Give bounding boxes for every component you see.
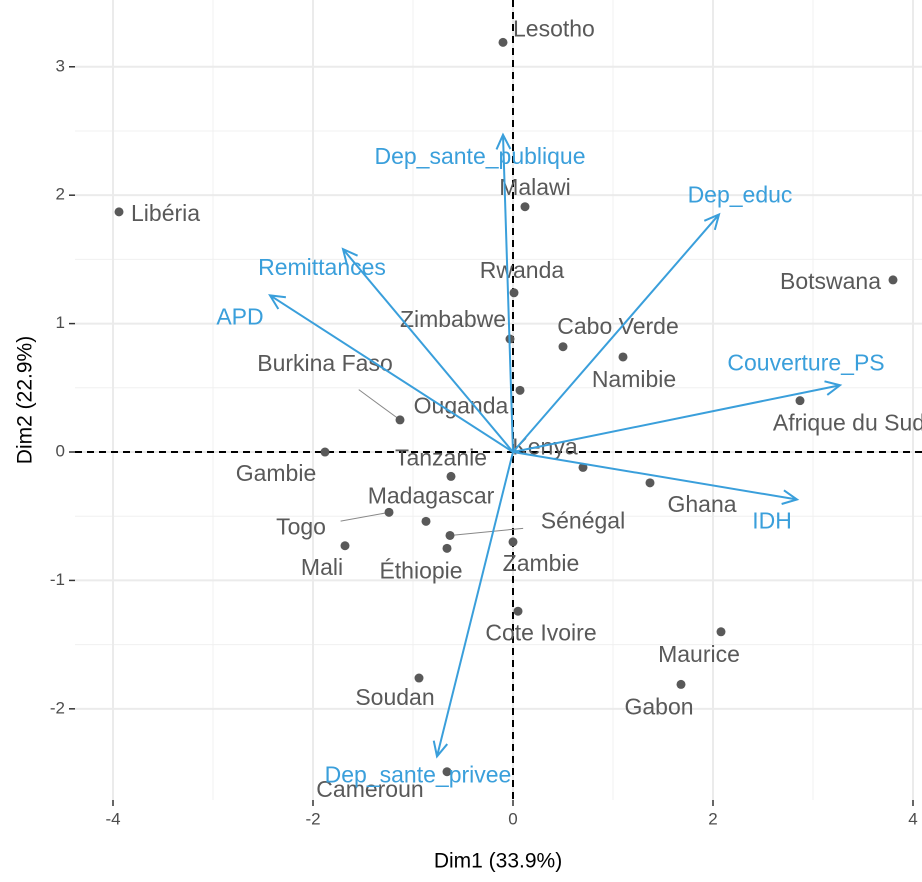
point-label: Cameroun [316,776,423,802]
arrow [512,380,843,453]
point [645,478,655,488]
point [509,288,519,298]
arrow-label: Dep_educ [688,182,793,208]
point [446,471,456,481]
point [442,543,452,553]
y-tick-label: -2 [50,698,65,717]
point-label: Gabon [624,694,693,720]
point-label: Tanzanie [395,444,487,470]
point-label: Libéria [131,200,200,226]
point-label: Sénégal [541,508,625,534]
x-tick-label: 2 [708,809,717,828]
arrow [341,247,514,453]
y-tick-label: 3 [56,56,65,75]
point [558,342,568,352]
x-axis-label: Dim1 (33.9%) [434,850,562,873]
point [676,679,686,689]
arrow-label: Dep_sante_privee [325,761,512,787]
arrow [512,212,721,453]
point-label: Togo [276,513,326,539]
point [442,767,452,777]
y-tick-label: 1 [56,313,65,332]
point [716,627,726,637]
y-axis-label: Dim2 (22.9%) [14,336,37,464]
point [498,37,508,47]
point-label: Cote Ivoire [485,619,596,645]
point [888,275,898,285]
arrow [512,451,800,505]
point-label: Ouganda [414,392,509,418]
x-tick-label: 0 [508,809,517,828]
x-tick-label: -4 [105,809,120,828]
point-label: Rwanda [480,257,565,283]
point [320,447,330,457]
leader-line [340,511,390,522]
point [445,530,455,540]
point-label: Afrique du Sud [773,410,922,436]
point-label: Botswana [780,268,881,294]
point-label: Éthiopie [379,557,462,583]
arrow [495,132,514,453]
y-tick-label: 0 [56,441,65,460]
point [795,396,805,406]
point [513,606,523,616]
arrow-label: Dep_sante_publique [374,143,585,169]
point-label: Kenya [512,433,577,459]
point [515,385,525,395]
y-tick-label: -1 [50,570,65,589]
point-label: Mali [301,554,343,580]
arrow [432,451,514,759]
arrow [268,294,514,453]
y-tick-label: 2 [56,185,65,204]
arrow-label: Remittances [258,254,386,280]
point-label: Malawi [499,174,571,200]
x-tick-label: -2 [305,809,320,828]
point-label: Burkina Faso [257,350,393,376]
arrow-label: APD [216,303,263,329]
point-label: Namibie [592,366,676,392]
point-label: Zimbabwe [400,306,506,332]
point-label: Ghana [667,491,736,517]
point [520,202,530,212]
point [618,352,628,362]
point [421,516,431,526]
leader-line [449,527,524,536]
point [340,541,350,551]
point [414,673,424,683]
point-label: Cabo Verde [557,313,678,339]
leader-line [358,389,401,421]
point-label: Lesotho [513,15,595,41]
point [395,415,405,425]
point [114,207,124,217]
point [578,462,588,472]
arrow-label: Couverture_PS [727,349,884,375]
point [384,507,394,517]
point-label: Maurice [658,641,740,667]
arrow-label: IDH [752,508,792,534]
x-tick-label: 4 [908,809,917,828]
point-label: Zambie [503,550,580,576]
point-label: Gambie [236,460,317,486]
point-label: Soudan [355,684,434,710]
point-label: Madagascar [368,482,495,508]
point [508,537,518,547]
